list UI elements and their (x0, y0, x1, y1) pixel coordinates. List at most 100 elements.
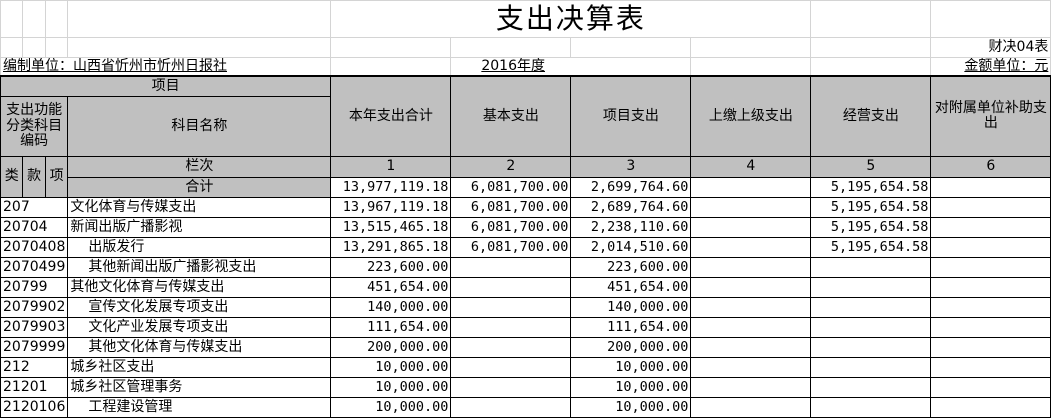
value-cell (930, 377, 1052, 398)
value-cell (810, 317, 932, 338)
name-cell: 新闻出版广播影视 (67, 217, 332, 238)
value-cell: 140,000.00 (330, 297, 452, 318)
col-number: 4 (690, 156, 812, 178)
header-code-group: 支出功能分类科目编码 (0, 96, 69, 157)
code-cell: 2079902 (0, 297, 69, 318)
value-cell (810, 377, 932, 398)
value-cell (810, 297, 932, 318)
form-code: 财决04表 (930, 37, 1052, 58)
value-cell: 13,515,465.18 (330, 217, 452, 238)
code-cell: 2070499 (0, 257, 69, 278)
col-number: 2 (450, 156, 572, 178)
code-cell: 2120106 (0, 397, 69, 418)
total-cell: 6,081,700.00 (450, 177, 572, 198)
name-cell: 其他新闻出版广播影视支出 (67, 257, 332, 278)
value-cell (810, 357, 932, 378)
value-cell (690, 377, 812, 398)
code-cell: 2079999 (0, 337, 69, 358)
header-xiang: 项 (44, 156, 69, 198)
value-cell (690, 337, 812, 358)
value-cell (930, 217, 1052, 238)
value-cell (810, 337, 932, 358)
value-cell: 2,014,510.60 (570, 237, 692, 258)
header-name: 科目名称 (67, 96, 332, 157)
value-cell: 451,654.00 (570, 277, 692, 298)
table-row: 2070408 出版发行 13,291,865.18 6,081,700.00 2,01… (0, 237, 1052, 258)
value-cell (930, 337, 1052, 358)
col-number: 5 (810, 156, 932, 178)
value-cell: 140,000.00 (570, 297, 692, 318)
table-row: 2070499 其他新闻出版广播影视支出 223,600.00 223,600.00 (0, 257, 1052, 278)
value-cell (450, 357, 572, 378)
value-cell (690, 237, 812, 258)
value-cell (690, 317, 812, 338)
unit-label: 编制单位：山西省忻州市忻州日报社 (0, 57, 332, 76)
row-index-label: 栏次 (67, 156, 332, 178)
value-cell (690, 197, 812, 218)
table-row: 2079903 文化产业发展专项支出 111,654.00 111,654.00 (0, 317, 1052, 338)
value-cell (690, 397, 812, 418)
code-cell: 20799 (0, 277, 69, 298)
header-item: 项目 (0, 74, 332, 97)
col-number: 6 (930, 156, 1052, 178)
table-row: 212 城乡社区支出 10,000.00 10,000.00 (0, 357, 1052, 378)
value-cell: 200,000.00 (570, 337, 692, 358)
total-label: 合计 (67, 177, 332, 198)
value-cell: 5,195,654.58 (810, 217, 932, 238)
col-header: 项目支出 (570, 74, 692, 157)
col-header: 经营支出 (810, 74, 932, 157)
value-cell: 223,600.00 (570, 257, 692, 278)
col-header: 基本支出 (450, 74, 572, 157)
value-cell: 13,291,865.18 (330, 237, 452, 258)
name-cell: 其他文化体育与传媒支出 (67, 337, 332, 358)
value-cell: 223,600.00 (330, 257, 452, 278)
value-cell: 10,000.00 (570, 357, 692, 378)
table-row: 2120106 工程建设管理 10,000.00 10,000.00 (0, 397, 1052, 418)
value-cell: 451,654.00 (330, 277, 452, 298)
value-cell: 111,654.00 (570, 317, 692, 338)
value-cell: 5,195,654.58 (810, 197, 932, 218)
value-cell: 6,081,700.00 (450, 197, 572, 218)
value-cell (450, 317, 572, 338)
page-title: 支出决算表 (330, 0, 812, 38)
name-cell: 出版发行 (67, 237, 332, 258)
table-row: 20704 新闻出版广播影视 13,515,465.18 6,081,700.00 2,… (0, 217, 1052, 238)
total-cell (930, 177, 1052, 198)
total-cell (690, 177, 812, 198)
total-cell: 13,977,119.18 (330, 177, 452, 198)
year-label: 2016年度 (450, 57, 692, 76)
value-cell (930, 197, 1052, 218)
value-cell (690, 357, 812, 378)
value-cell (450, 297, 572, 318)
col-header: 上缴上级支出 (690, 74, 812, 157)
table-row: 207 文化体育与传媒支出 13,967,119.18 6,081,700.00 2,6… (0, 197, 1052, 218)
col-number: 3 (570, 156, 692, 178)
value-cell (930, 397, 1052, 418)
value-cell: 10,000.00 (330, 377, 452, 398)
value-cell: 200,000.00 (330, 337, 452, 358)
value-cell (930, 237, 1052, 258)
code-cell: 21201 (0, 377, 69, 398)
value-cell: 10,000.00 (330, 397, 452, 418)
code-cell: 207 (0, 197, 69, 218)
value-cell: 5,195,654.58 (810, 237, 932, 258)
value-cell (690, 297, 812, 318)
value-cell (930, 257, 1052, 278)
value-cell (810, 277, 932, 298)
value-cell (810, 257, 932, 278)
value-cell (690, 277, 812, 298)
col-header: 对附属单位补助支出 (930, 74, 1052, 157)
value-cell (450, 257, 572, 278)
value-cell: 10,000.00 (330, 357, 452, 378)
value-cell (930, 317, 1052, 338)
value-cell (930, 357, 1052, 378)
table-row: 2079999 其他文化体育与传媒支出 200,000.00 200,000.00 (0, 337, 1052, 358)
value-cell: 10,000.00 (570, 397, 692, 418)
name-cell: 城乡社区支出 (67, 357, 332, 378)
name-cell: 其他文化体育与传媒支出 (67, 277, 332, 298)
value-cell: 111,654.00 (330, 317, 452, 338)
code-cell: 20704 (0, 217, 69, 238)
value-cell: 13,967,119.18 (330, 197, 452, 218)
value-cell (930, 297, 1052, 318)
